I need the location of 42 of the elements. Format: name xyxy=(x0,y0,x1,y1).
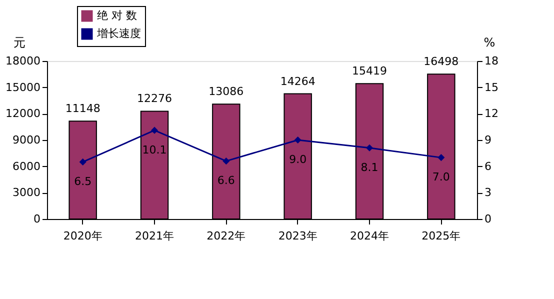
point xyxy=(150,126,158,134)
point xyxy=(222,158,230,165)
point xyxy=(366,144,374,152)
data-label: 7.0 xyxy=(432,170,450,184)
data-label: 6.5 xyxy=(74,174,92,188)
x-tick-label: 2020年 xyxy=(63,230,102,242)
data-label: 10.1 xyxy=(142,143,167,156)
legend-label: 绝 对 数 xyxy=(97,9,137,22)
y2-axis-title: % xyxy=(484,36,496,50)
y-tick-label: 3000 xyxy=(12,186,40,200)
legend-label: 增长速度 xyxy=(96,27,141,40)
y2-tick-label: 6 xyxy=(484,160,492,173)
data-label: 8.1 xyxy=(360,160,378,174)
data-label: 14264 xyxy=(280,74,316,88)
y-tick-label: 18000 xyxy=(6,54,40,68)
data-label: 15419 xyxy=(352,64,387,78)
y-tick-label: 12000 xyxy=(6,107,40,120)
data-label: 9.0 xyxy=(289,153,307,166)
x-tick-label: 2024年 xyxy=(350,230,389,242)
data-label: 12276 xyxy=(137,92,172,106)
y-tick-label: 9000 xyxy=(12,134,40,146)
y-tick-label: 0 xyxy=(34,212,40,226)
y-axis-title: 元 xyxy=(14,36,26,50)
point xyxy=(438,154,445,162)
data-label: 6.6 xyxy=(217,174,235,188)
y2-tick-label: 9 xyxy=(484,134,492,146)
data-label: 16498 xyxy=(424,55,459,68)
y2-tick-label: 3 xyxy=(484,186,492,200)
x-tick-label: 2021年 xyxy=(135,230,174,242)
y-tick-label: 15000 xyxy=(6,80,40,94)
data-label: 13086 xyxy=(208,85,244,98)
point xyxy=(294,136,302,144)
data-label: 11148 xyxy=(65,102,100,116)
y2-tick-label: 15 xyxy=(484,80,498,94)
point xyxy=(79,158,86,166)
x-tick-label: 2023年 xyxy=(278,230,318,242)
x-tick-label: 2025年 xyxy=(422,230,461,242)
y2-tick-label: 0 xyxy=(484,212,492,226)
y2-tick-label: 18 xyxy=(484,54,498,68)
y2-tick-label: 12 xyxy=(484,107,498,120)
y-tick-label: 6000 xyxy=(12,160,40,173)
x-tick-label: 2022年 xyxy=(206,230,246,242)
